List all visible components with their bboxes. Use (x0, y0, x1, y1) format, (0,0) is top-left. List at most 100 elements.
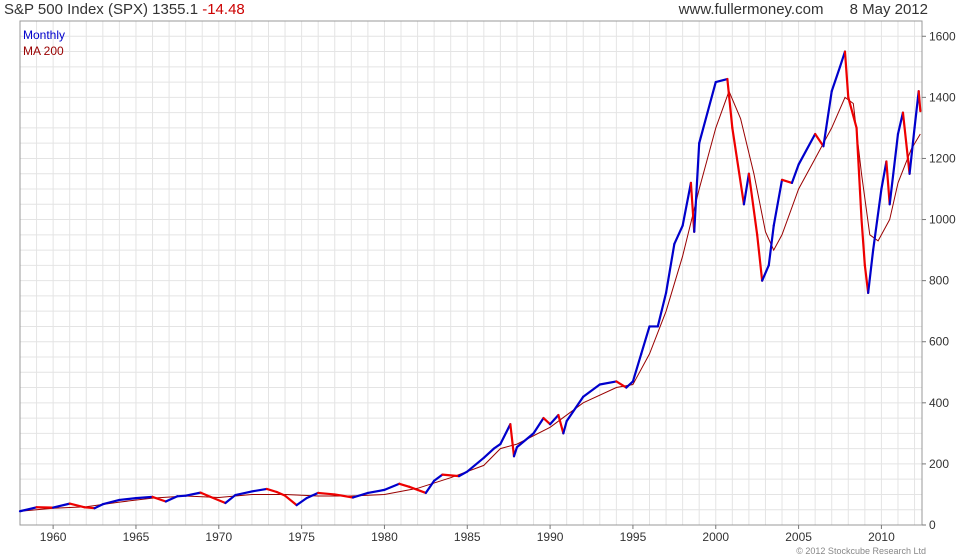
series-monthly-segment (184, 491, 202, 497)
series-monthly-segment (901, 111, 911, 175)
series-monthly-segment (872, 187, 883, 252)
legend-monthly: Monthly (23, 28, 65, 42)
y-tick-label: 0 (929, 518, 936, 532)
x-tick-label: 1980 (371, 530, 398, 544)
series-monthly-segment (118, 497, 138, 502)
series-monthly-segment (582, 383, 601, 398)
series-monthly-segment (492, 442, 502, 450)
series-monthly-segment (512, 446, 519, 458)
series-monthly-segment (830, 65, 842, 93)
x-tick-label: 1995 (620, 530, 647, 544)
series-monthly-segment (83, 506, 96, 510)
x-axis: 1960 1965 1970 1975 1980 1985 1990 1995 2000 2005… (40, 525, 895, 544)
chart-date: 8 May 2012 (849, 1, 928, 18)
series-monthly-segment (68, 502, 86, 509)
series-monthly-segment (265, 487, 278, 494)
chart-series (18, 50, 922, 513)
series-monthly-segment (499, 423, 512, 446)
series-monthly-segment (532, 416, 545, 435)
series-monthly-segment (656, 291, 668, 328)
series-monthly-segment (509, 423, 516, 458)
series-monthly-segment (317, 491, 336, 496)
series-monthly-segment (867, 248, 875, 294)
y-tick-label: 600 (929, 335, 949, 349)
x-tick-label: 1990 (537, 530, 564, 544)
series-monthly-segment (333, 493, 355, 499)
series-monthly-segment (295, 497, 308, 507)
series-monthly-segment (681, 181, 693, 227)
price-change: -14.48 (202, 1, 245, 18)
series-monthly-segment (598, 380, 618, 386)
series-monthly-segment (673, 224, 684, 246)
series-monthly-segment (731, 126, 746, 206)
series-monthly-segment (698, 111, 709, 145)
series-ma-200 (19, 89, 921, 512)
x-tick-label: 1985 (454, 530, 481, 544)
series-monthly-segment (917, 90, 922, 113)
series-monthly-segment (565, 395, 585, 423)
series-monthly-segment (433, 473, 444, 482)
series-monthly-segment (151, 495, 167, 503)
series-monthly-segment (441, 473, 461, 478)
series-monthly-segment (843, 50, 850, 99)
series-monthly-segment (408, 485, 427, 495)
series-monthly-segment (797, 132, 817, 166)
source-site: www.fullermoney.com (678, 1, 824, 18)
series-monthly-segment (761, 264, 770, 282)
series-monthly-segment (383, 482, 401, 491)
series-monthly-segment (224, 493, 237, 505)
series-monthly-segment (542, 416, 552, 426)
series-monthly-segment (424, 479, 436, 495)
series-monthly-segment (466, 456, 485, 473)
series-monthly-segment (457, 470, 469, 478)
series-monthly-segment (52, 502, 71, 509)
series-monthly-segment (790, 163, 800, 184)
series-monthly-segment (747, 172, 759, 236)
y-tick-label: 1200 (929, 151, 956, 165)
index-label: S&P 500 Index (SPX) (4, 1, 148, 18)
series-monthly-segment (860, 218, 866, 267)
series-monthly-segment (714, 77, 729, 84)
series-monthly-segment (199, 491, 212, 498)
series-monthly-segment (176, 494, 187, 498)
chart-grid (19, 21, 922, 525)
legend-ma-200: MA 200 (23, 44, 64, 58)
plot-frame (19, 20, 923, 526)
y-tick-label: 1400 (929, 90, 956, 104)
series-monthly-segment (742, 172, 750, 206)
series-monthly-segment (706, 80, 717, 114)
series-monthly-segment (847, 96, 858, 130)
series-monthly-segment (93, 503, 104, 510)
y-tick-label: 400 (929, 396, 949, 410)
series-monthly-segment (756, 233, 764, 282)
series-monthly-segment (822, 90, 833, 148)
last-price: 1355.1 (152, 1, 199, 18)
series-monthly-segment (664, 242, 676, 294)
series-monthly-segment (814, 132, 825, 148)
series-monthly-segment (896, 111, 905, 136)
y-tick-label: 1000 (929, 213, 956, 227)
series-monthly-segment (726, 77, 734, 130)
series-monthly-segment (482, 447, 495, 459)
chart-header-left: S&P 500 Index (SPX) 1355.1 -14.48 (4, 1, 245, 18)
series-monthly-segment (275, 490, 287, 497)
y-axis: 0 200 400 600 800 1000 1200 1400 1600 (922, 29, 956, 532)
series-monthly-segment (888, 132, 900, 206)
series-monthly-segment (780, 178, 794, 184)
series-monthly-segment (18, 506, 38, 513)
series-monthly-segment (351, 491, 369, 499)
series-monthly-segment (693, 142, 701, 233)
series-monthly-segment (562, 420, 568, 435)
copyright: © 2012 Stockcube Research Ltd (796, 546, 926, 556)
series-monthly-segment (913, 90, 920, 130)
series-monthly-segment (398, 482, 411, 488)
x-tick-label: 2010 (868, 530, 895, 544)
series-monthly-segment (209, 495, 227, 505)
chart-header-right: www.fullermoney.com 8 May 2012 (679, 1, 928, 18)
series-monthly-segment (625, 380, 635, 389)
series-monthly-segment (101, 498, 121, 506)
series-monthly-segment (250, 487, 268, 493)
x-tick-label: 1960 (40, 530, 67, 544)
chart-legend: Monthly MA 200 (23, 28, 65, 58)
